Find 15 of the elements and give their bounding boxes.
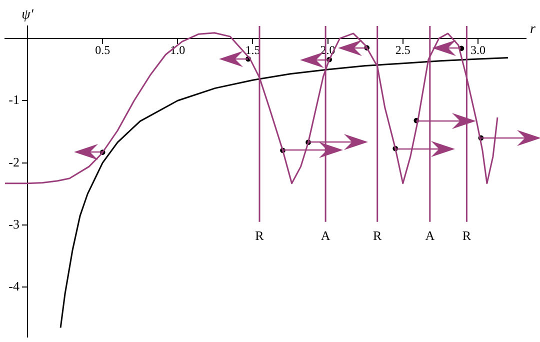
ref-line-label: R (462, 228, 472, 243)
ref-line-label: R (373, 228, 382, 243)
y-tick-label: -3 (8, 216, 20, 232)
x-tick-label: 2.5 (395, 42, 410, 57)
ref-line-label: A (320, 228, 331, 243)
x-axis-title: r (530, 22, 536, 38)
y-axis-title: ψ′ (22, 8, 34, 23)
y-tick-label: -2 (8, 154, 20, 170)
x-tick-label: 3.0 (470, 42, 486, 57)
ref-line-label: A (425, 228, 436, 243)
y-tick-label: -4 (8, 278, 20, 294)
x-tick-label: 0.5 (95, 42, 110, 57)
y-tick-label: -1 (8, 92, 20, 108)
ref-line-label: R (255, 228, 264, 243)
x-tick-label: 1.0 (170, 42, 186, 57)
